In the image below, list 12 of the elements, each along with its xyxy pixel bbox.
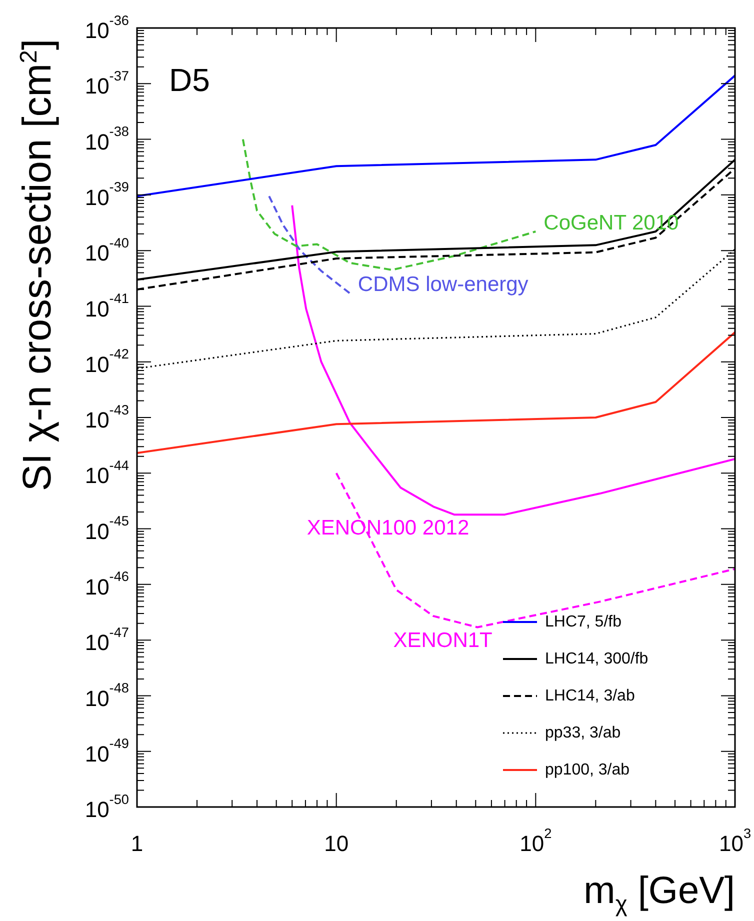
series-label: XENON1T — [393, 629, 493, 652]
annotation: D5 — [169, 62, 210, 98]
legend-label: pp33, 3/ab — [545, 724, 621, 742]
legend-label: LHC14, 3/ab — [545, 687, 635, 704]
series-label: XENON100 2012 — [306, 516, 470, 540]
legend-label: pp100, 3/ab — [545, 761, 630, 778]
legend-label: LHC7, 5/fb — [545, 613, 622, 630]
x-tick-label: 1 — [130, 831, 144, 856]
x-tick-label: 10 — [324, 831, 349, 856]
legend-label: LHC14, 300/fb — [545, 650, 648, 668]
x-axis-title: m$_{χ}$ [GeV] — [584, 870, 735, 918]
series-label: CDMS low-energy — [358, 273, 529, 296]
